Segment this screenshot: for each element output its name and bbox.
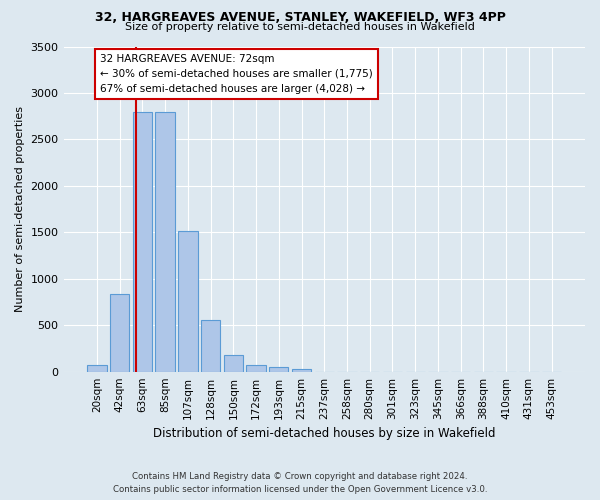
Bar (201, 320, 220, 372)
Text: Size of property relative to semi-detached houses in Wakefield: Size of property relative to semi-detach… (125, 22, 475, 32)
Text: Contains HM Land Registry data © Crown copyright and database right 2024.
Contai: Contains HM Land Registry data © Crown c… (113, 472, 487, 494)
Bar (247, 364, 266, 372)
Bar (292, 369, 311, 372)
Bar (155, 112, 175, 372)
Bar (178, 232, 197, 372)
Text: 32 HARGREAVES AVENUE: 72sqm
← 30% of semi-detached houses are smaller (1,775)
67: 32 HARGREAVES AVENUE: 72sqm ← 30% of sem… (100, 54, 373, 94)
Bar (224, 356, 243, 372)
Bar (87, 365, 107, 372)
X-axis label: Distribution of semi-detached houses by size in Wakefield: Distribution of semi-detached houses by … (153, 427, 496, 440)
Y-axis label: Number of semi-detached properties: Number of semi-detached properties (15, 106, 25, 312)
Bar (133, 112, 152, 372)
Text: 32, HARGREAVES AVENUE, STANLEY, WAKEFIELD, WF3 4PP: 32, HARGREAVES AVENUE, STANLEY, WAKEFIEL… (95, 11, 505, 24)
Bar (269, 367, 289, 372)
Bar (110, 294, 130, 372)
